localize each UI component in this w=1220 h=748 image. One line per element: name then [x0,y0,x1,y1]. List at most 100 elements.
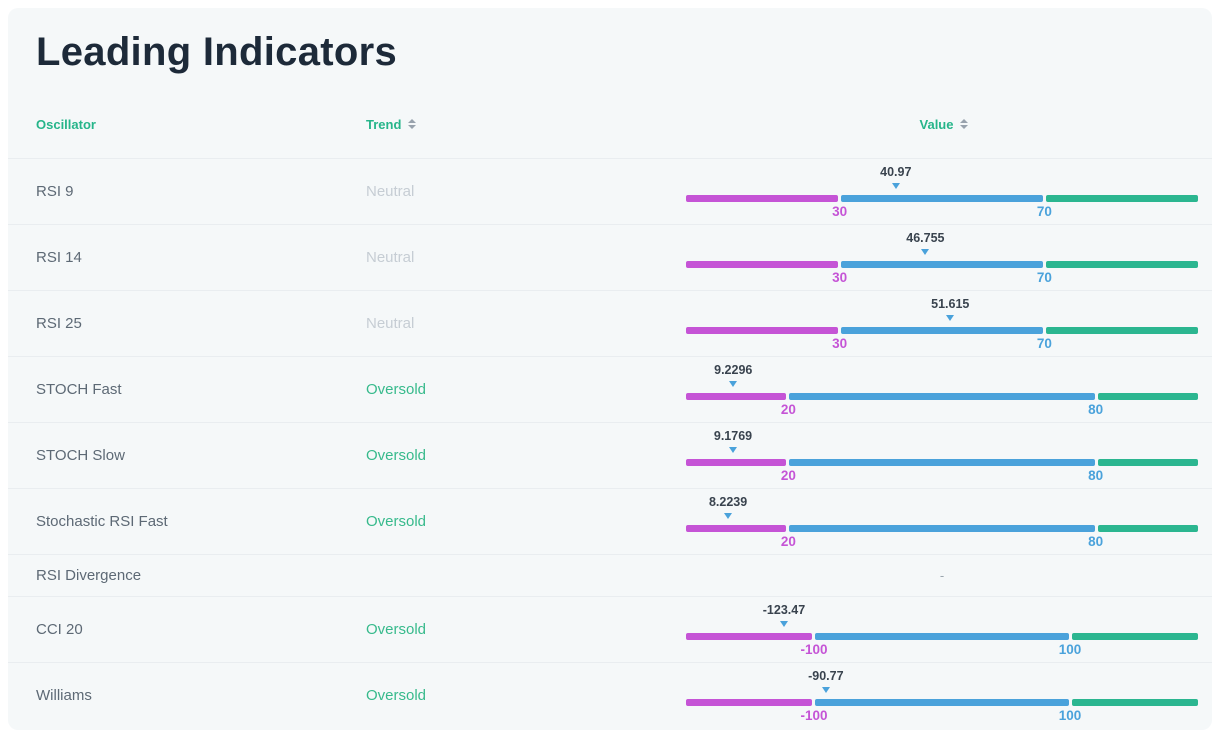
trend-label: Oversold [366,446,427,464]
gauge-tick-high: 80 [1088,468,1104,483]
value-cell: 9.1769 20 80 [686,423,1202,488]
gauge-segment-low [686,633,812,640]
gauge-tick-high: 100 [1058,708,1082,723]
gauge-segment-high [1046,261,1198,268]
trend-cell: Neutral [366,249,686,267]
value-cell: 40.97 30 70 [686,159,1202,224]
column-header-value[interactable]: Value [686,117,1202,132]
gauge-segment-low [686,459,787,466]
gauge-segment-mid [815,699,1069,706]
trend-label: Oversold [366,620,427,638]
gauge-marker-icon [921,249,930,255]
gauge-segment-mid [789,393,1095,400]
table-body: RSI 9 Neutral 40.97 30 70 RSI 14 Neutral 46.755… [8,158,1212,728]
gauge-segment-high [1097,459,1198,466]
column-header-trend-label: Trend [366,116,402,132]
trend-cell: Oversold [366,381,686,399]
gauge-value-label: -123.47 [762,603,806,617]
gauge-tick-low: -100 [800,642,828,657]
value-cell: - [686,555,1202,596]
gauge-segment-high [1046,195,1198,202]
gauge-tick-low: 30 [832,336,848,351]
table-row: RSI Divergence - [8,554,1212,596]
value-cell: -123.47 -100 100 [686,597,1202,662]
gauge-segment-low [686,525,787,532]
gauge-segment-high [1097,525,1198,532]
value-gauge: 46.755 30 70 [686,225,1198,290]
gauge-value-label: 40.97 [880,165,912,179]
oscillator-name: Williams [36,687,92,704]
value-cell: 46.755 30 70 [686,225,1202,290]
oscillator-name: STOCH Fast [36,381,122,398]
gauge-bar [686,525,1198,532]
gauge-tick-low: 20 [780,402,796,417]
trend-label: Oversold [366,512,427,530]
gauge-segment-low [686,261,838,268]
trend-label: Neutral [366,314,415,332]
gauge-marker-icon [724,513,733,519]
gauge-segment-mid [815,633,1069,640]
gauge-marker-icon [946,315,955,321]
gauge-tick-low: 20 [780,468,796,483]
value-cell: 8.2239 20 80 [686,489,1202,554]
trend-cell: Oversold [366,621,686,639]
oscillator-name: CCI 20 [36,621,83,638]
trend-cell: Oversold [366,447,686,465]
gauge-value-label: 51.615 [931,297,970,311]
table-row: RSI 14 Neutral 46.755 30 70 [8,224,1212,290]
gauge-tick-high: 80 [1088,402,1104,417]
sort-icon[interactable] [960,119,969,129]
value-cell: 51.615 30 70 [686,291,1202,356]
table-header-row: Oscillator Trend Value [8,76,1212,158]
gauge-tick-low: -100 [800,708,828,723]
trend-label: Oversold [366,686,427,704]
gauge-bar [686,459,1198,466]
gauge-segment-low [686,393,787,400]
trend-cell: Neutral [366,183,686,201]
gauge-marker-icon [729,381,738,387]
gauge-marker-icon [821,687,830,693]
value-gauge: 9.2296 20 80 [686,357,1198,422]
value-gauge: 51.615 30 70 [686,291,1198,356]
gauge-tick-high: 70 [1036,336,1052,351]
table-row: CCI 20 Oversold -123.47 -100 100 [8,596,1212,662]
gauge-tick-low: 30 [832,204,848,219]
gauge-segment-mid [840,195,1044,202]
table-row: RSI 9 Neutral 40.97 30 70 [8,158,1212,224]
table-row: Williams Oversold -90.77 -100 100 [8,662,1212,728]
gauge-bar [686,195,1198,202]
value-placeholder: - [939,568,945,583]
gauge-tick-low: 30 [832,270,848,285]
trend-cell: Oversold [366,513,686,531]
gauge-tick-high: 70 [1036,270,1052,285]
table-row: STOCH Fast Oversold 9.2296 20 80 [8,356,1212,422]
gauge-tick-low: 20 [780,534,796,549]
trend-cell: Oversold [366,687,686,705]
gauge-segment-low [686,699,812,706]
gauge-segment-high [1097,393,1198,400]
column-header-value-label: Value [919,116,954,132]
sort-icon[interactable] [408,119,417,129]
column-header-oscillator-label: Oscillator [36,116,96,132]
trend-label: Neutral [366,182,415,200]
gauge-tick-high: 70 [1036,204,1052,219]
page-title: Leading Indicators [36,30,398,74]
value-cell: -90.77 -100 100 [686,663,1202,728]
column-header-trend[interactable]: Trend [366,117,686,132]
gauge-value-label: 46.755 [906,231,945,245]
value-gauge: 8.2239 20 80 [686,489,1198,554]
gauge-bar [686,261,1198,268]
table-row: RSI 25 Neutral 51.615 30 70 [8,290,1212,356]
gauge-bar [686,633,1198,640]
gauge-bar [686,327,1198,334]
value-gauge: -90.77 -100 100 [686,663,1198,728]
value-cell: 9.2296 20 80 [686,357,1202,422]
gauge-value-label: -90.77 [808,669,844,683]
indicators-table: Oscillator Trend Value RSI 9 Neutral 40.97… [8,76,1212,728]
oscillator-name: RSI 14 [36,249,82,266]
oscillator-name: RSI Divergence [36,567,142,584]
oscillator-name: RSI 25 [36,315,82,332]
gauge-marker-icon [891,183,900,189]
gauge-value-label: 8.2239 [708,495,748,509]
oscillator-name: RSI 9 [36,183,74,200]
